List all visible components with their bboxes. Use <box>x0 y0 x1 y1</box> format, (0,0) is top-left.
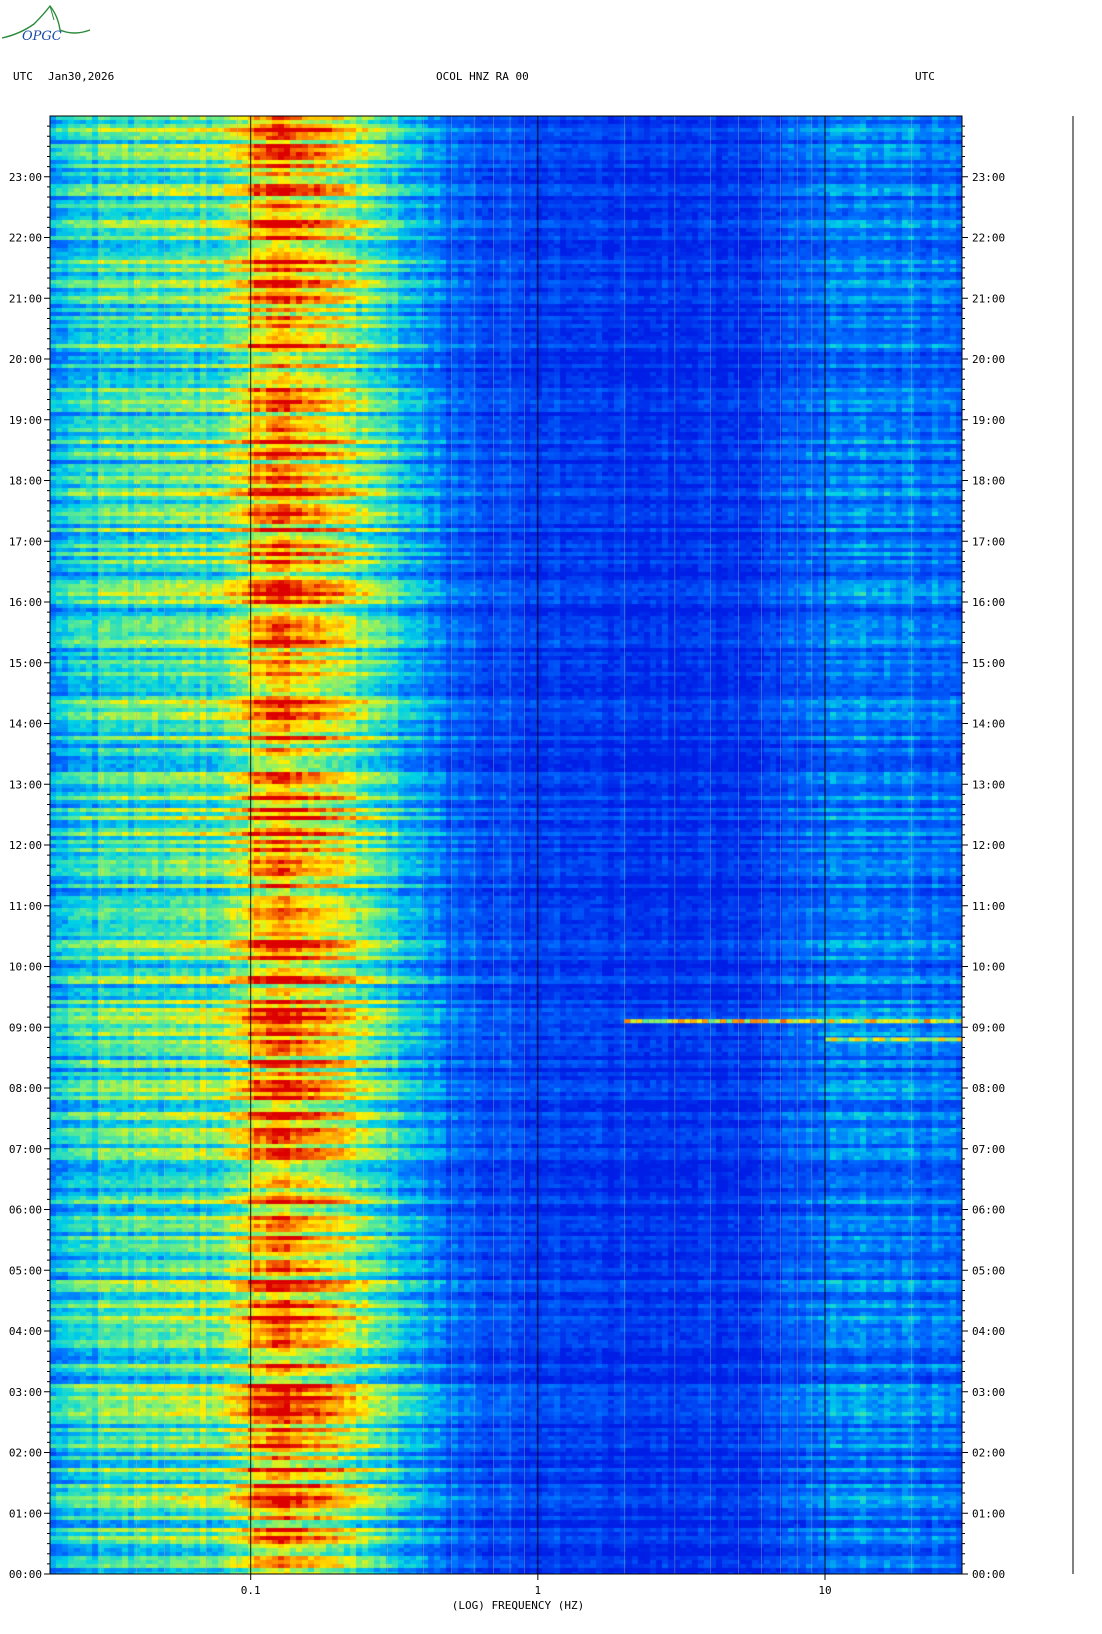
left-timezone: UTC <box>13 70 33 83</box>
y-tick-label-left: 23:00 <box>9 171 42 184</box>
y-tick-label-right: 09:00 <box>972 1021 1005 1034</box>
y-tick-label-left: 21:00 <box>9 292 42 305</box>
station-label: OCOL HNZ RA 00 <box>436 70 529 83</box>
y-tick-label-left: 05:00 <box>9 1264 42 1277</box>
y-tick-label-left: 00:00 <box>9 1568 42 1581</box>
y-tick-label-right: 16:00 <box>972 596 1005 609</box>
y-tick-label-right: 05:00 <box>972 1264 1005 1277</box>
y-tick-label-left: 09:00 <box>9 1021 42 1034</box>
y-tick-label-right: 08:00 <box>972 1082 1005 1095</box>
y-tick-label-right: 17:00 <box>972 535 1005 548</box>
y-tick-label-left: 17:00 <box>9 535 42 548</box>
y-tick-label-left: 20:00 <box>9 353 42 366</box>
y-tick-label-right: 11:00 <box>972 900 1005 913</box>
y-tick-label-right: 14:00 <box>972 718 1005 731</box>
y-axis-left: 00:00 01:00 02:00 03:00 04:00 05:00 06:00 07:00… <box>9 125 50 1581</box>
y-tick-label-right: 12:00 <box>972 839 1005 852</box>
y-tick-label-right: 02:00 <box>972 1447 1005 1460</box>
y-tick-label-right: 01:00 <box>972 1507 1005 1520</box>
y-tick-label-left: 15:00 <box>9 657 42 670</box>
y-tick-label-left: 16:00 <box>9 596 42 609</box>
x-tick-label: 1 <box>535 1584 542 1597</box>
y-tick-label-right: 21:00 <box>972 292 1005 305</box>
y-tick-label-left: 22:00 <box>9 232 42 245</box>
y-tick-label-right: 18:00 <box>972 475 1005 488</box>
y-tick-label-right: 19:00 <box>972 414 1005 427</box>
y-tick-label-left: 06:00 <box>9 1204 42 1217</box>
y-tick-label-right: 23:00 <box>972 171 1005 184</box>
opgc-logo: OPGC <box>0 0 92 52</box>
x-axis-label: (LOG) FREQUENCY (HZ) <box>452 1599 584 1612</box>
y-tick-label-right: 03:00 <box>972 1386 1005 1399</box>
y-tick-label-right: 22:00 <box>972 232 1005 245</box>
y-tick-label-left: 11:00 <box>9 900 42 913</box>
y-tick-label-right: 20:00 <box>972 353 1005 366</box>
y-tick-label-left: 18:00 <box>9 475 42 488</box>
x-tick-label: 0.1 <box>241 1584 261 1597</box>
y-tick-label-left: 19:00 <box>9 414 42 427</box>
y-tick-label-right: 07:00 <box>972 1143 1005 1156</box>
y-tick-label-right: 04:00 <box>972 1325 1005 1338</box>
y-tick-label-left: 02:00 <box>9 1447 42 1460</box>
logo-text: OPGC <box>22 29 62 44</box>
date-label: Jan30,2026 <box>48 70 115 83</box>
y-tick-label-left: 03:00 <box>9 1386 42 1399</box>
x-axis: 0.1 1 10 <box>241 1574 832 1597</box>
y-tick-label-right: 06:00 <box>972 1204 1005 1217</box>
y-tick-label-left: 04:00 <box>9 1325 42 1338</box>
y-tick-label-right: 13:00 <box>972 778 1005 791</box>
y-tick-label-left: 14:00 <box>9 718 42 731</box>
y-axis-right: 00:00 01:00 02:00 03:00 04:00 05:00 06:00 07:00… <box>962 125 1005 1581</box>
y-tick-label-left: 13:00 <box>9 778 42 791</box>
y-tick-label-left: 01:00 <box>9 1507 42 1520</box>
y-tick-label-right: 15:00 <box>972 657 1005 670</box>
spectrogram-image <box>50 116 962 1574</box>
frequency-grid <box>49 116 963 1574</box>
y-tick-label-right: 00:00 <box>972 1568 1005 1581</box>
y-tick-label-left: 07:00 <box>9 1143 42 1156</box>
x-tick-label: 10 <box>818 1584 831 1597</box>
y-tick-label-right: 10:00 <box>972 961 1005 974</box>
y-tick-label-left: 10:00 <box>9 961 42 974</box>
y-tick-label-left: 08:00 <box>9 1082 42 1095</box>
right-timezone: UTC <box>915 70 935 83</box>
y-tick-label-left: 12:00 <box>9 839 42 852</box>
